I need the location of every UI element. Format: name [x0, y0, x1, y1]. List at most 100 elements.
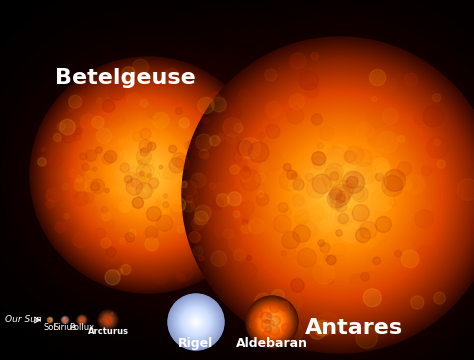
- Circle shape: [62, 317, 68, 323]
- Circle shape: [38, 65, 258, 285]
- Circle shape: [137, 117, 154, 133]
- Circle shape: [77, 315, 87, 325]
- Circle shape: [434, 292, 446, 304]
- Circle shape: [237, 140, 253, 156]
- Circle shape: [49, 319, 51, 321]
- Circle shape: [48, 318, 52, 322]
- Circle shape: [320, 243, 330, 253]
- Circle shape: [228, 83, 452, 307]
- Circle shape: [49, 319, 51, 321]
- Circle shape: [101, 207, 108, 213]
- Circle shape: [49, 318, 50, 319]
- Circle shape: [261, 320, 271, 329]
- Circle shape: [47, 318, 53, 323]
- Circle shape: [400, 241, 412, 254]
- Circle shape: [156, 198, 162, 203]
- Circle shape: [142, 169, 154, 181]
- Circle shape: [119, 202, 130, 212]
- Circle shape: [128, 155, 168, 195]
- Circle shape: [330, 172, 339, 180]
- Circle shape: [146, 95, 158, 107]
- Circle shape: [158, 166, 171, 179]
- Circle shape: [327, 185, 348, 206]
- Circle shape: [173, 299, 219, 345]
- Circle shape: [81, 319, 83, 321]
- Circle shape: [62, 316, 68, 323]
- Circle shape: [47, 317, 53, 323]
- Circle shape: [437, 160, 445, 168]
- Circle shape: [297, 248, 316, 267]
- Circle shape: [32, 59, 264, 291]
- Circle shape: [403, 181, 412, 189]
- Circle shape: [180, 306, 212, 338]
- Circle shape: [260, 162, 268, 171]
- Circle shape: [43, 70, 253, 280]
- Circle shape: [104, 316, 112, 324]
- Circle shape: [255, 293, 273, 312]
- Circle shape: [63, 318, 67, 322]
- Circle shape: [248, 298, 295, 345]
- Circle shape: [285, 140, 395, 250]
- Circle shape: [50, 320, 51, 321]
- Circle shape: [48, 320, 49, 321]
- Circle shape: [192, 318, 200, 326]
- Circle shape: [331, 199, 341, 210]
- Circle shape: [108, 321, 111, 324]
- Circle shape: [124, 172, 138, 186]
- Circle shape: [321, 176, 358, 213]
- Circle shape: [107, 319, 109, 321]
- Circle shape: [101, 128, 195, 222]
- Circle shape: [256, 193, 269, 206]
- Circle shape: [289, 144, 392, 246]
- Circle shape: [84, 171, 94, 181]
- Circle shape: [81, 319, 83, 321]
- Circle shape: [185, 311, 207, 333]
- Circle shape: [188, 314, 204, 330]
- Circle shape: [191, 317, 201, 327]
- Circle shape: [258, 309, 285, 336]
- Circle shape: [356, 327, 377, 348]
- Circle shape: [47, 318, 53, 323]
- Circle shape: [79, 317, 85, 323]
- Circle shape: [63, 318, 67, 322]
- Circle shape: [147, 105, 162, 120]
- Circle shape: [183, 309, 209, 334]
- Circle shape: [377, 131, 398, 153]
- Circle shape: [239, 138, 261, 159]
- Circle shape: [309, 234, 316, 242]
- Circle shape: [330, 193, 337, 199]
- Circle shape: [119, 147, 176, 203]
- Circle shape: [36, 63, 260, 287]
- Circle shape: [63, 317, 68, 323]
- Circle shape: [252, 302, 292, 342]
- Circle shape: [133, 160, 163, 190]
- Circle shape: [64, 319, 66, 321]
- Circle shape: [193, 319, 199, 325]
- Circle shape: [339, 185, 352, 198]
- Text: Rigel: Rigel: [178, 337, 214, 350]
- Text: Arcturus: Arcturus: [88, 327, 128, 336]
- Circle shape: [320, 142, 331, 153]
- Circle shape: [236, 91, 444, 299]
- Circle shape: [68, 106, 73, 111]
- Circle shape: [46, 188, 60, 202]
- Circle shape: [98, 310, 118, 330]
- Circle shape: [48, 319, 52, 321]
- Circle shape: [289, 94, 305, 109]
- Circle shape: [265, 120, 415, 270]
- Circle shape: [312, 174, 331, 194]
- Circle shape: [244, 151, 258, 166]
- Circle shape: [123, 150, 173, 199]
- Circle shape: [169, 296, 223, 348]
- Circle shape: [183, 309, 209, 335]
- Circle shape: [336, 230, 342, 236]
- Circle shape: [411, 225, 417, 231]
- Circle shape: [258, 308, 286, 336]
- Circle shape: [120, 163, 129, 172]
- Circle shape: [126, 179, 143, 195]
- Circle shape: [283, 163, 291, 171]
- Circle shape: [79, 317, 85, 323]
- Circle shape: [109, 320, 111, 323]
- Circle shape: [324, 179, 356, 211]
- Circle shape: [318, 240, 325, 246]
